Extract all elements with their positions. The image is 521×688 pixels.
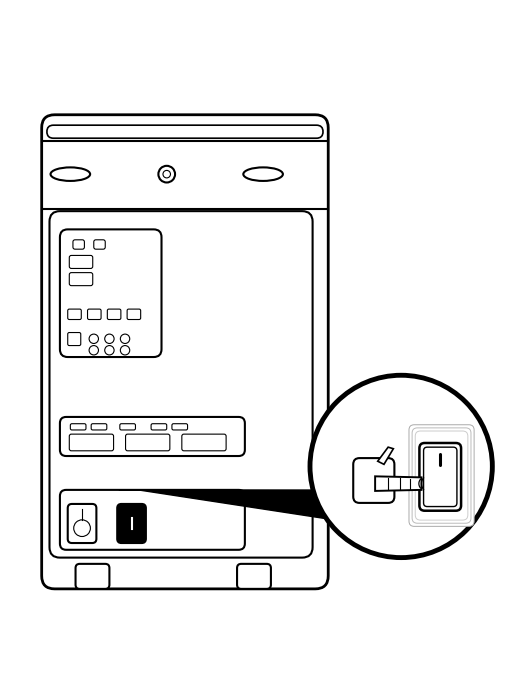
Circle shape xyxy=(89,345,98,355)
Polygon shape xyxy=(375,476,421,491)
FancyBboxPatch shape xyxy=(60,417,245,456)
Polygon shape xyxy=(119,490,327,519)
Ellipse shape xyxy=(51,167,90,181)
FancyBboxPatch shape xyxy=(127,309,141,319)
FancyBboxPatch shape xyxy=(126,434,170,451)
Circle shape xyxy=(310,375,492,557)
FancyBboxPatch shape xyxy=(69,272,93,286)
Circle shape xyxy=(89,334,98,343)
FancyBboxPatch shape xyxy=(68,504,96,543)
Circle shape xyxy=(105,334,114,343)
FancyBboxPatch shape xyxy=(88,309,101,319)
FancyBboxPatch shape xyxy=(42,115,328,589)
Circle shape xyxy=(105,345,114,355)
FancyBboxPatch shape xyxy=(419,443,461,510)
FancyBboxPatch shape xyxy=(237,564,271,589)
Circle shape xyxy=(120,345,130,355)
FancyBboxPatch shape xyxy=(120,424,135,430)
FancyBboxPatch shape xyxy=(182,434,226,451)
FancyBboxPatch shape xyxy=(94,240,105,249)
FancyBboxPatch shape xyxy=(70,424,86,430)
FancyBboxPatch shape xyxy=(107,309,121,319)
Polygon shape xyxy=(378,447,393,464)
FancyBboxPatch shape xyxy=(73,240,84,249)
FancyBboxPatch shape xyxy=(60,229,162,357)
Circle shape xyxy=(120,334,130,343)
FancyBboxPatch shape xyxy=(47,125,323,138)
Circle shape xyxy=(163,171,170,178)
Circle shape xyxy=(74,520,91,537)
FancyBboxPatch shape xyxy=(353,458,394,503)
FancyBboxPatch shape xyxy=(151,424,167,430)
Ellipse shape xyxy=(243,167,283,181)
FancyBboxPatch shape xyxy=(415,431,468,520)
FancyBboxPatch shape xyxy=(172,424,188,430)
Circle shape xyxy=(158,166,175,182)
FancyBboxPatch shape xyxy=(91,424,107,430)
FancyBboxPatch shape xyxy=(412,428,471,523)
FancyBboxPatch shape xyxy=(68,332,81,345)
FancyBboxPatch shape xyxy=(68,309,81,319)
FancyBboxPatch shape xyxy=(76,564,109,589)
FancyBboxPatch shape xyxy=(69,434,114,451)
FancyBboxPatch shape xyxy=(409,424,474,526)
FancyBboxPatch shape xyxy=(60,490,245,550)
FancyBboxPatch shape xyxy=(49,211,313,557)
FancyBboxPatch shape xyxy=(424,447,457,506)
FancyBboxPatch shape xyxy=(117,504,146,543)
FancyBboxPatch shape xyxy=(69,255,93,268)
